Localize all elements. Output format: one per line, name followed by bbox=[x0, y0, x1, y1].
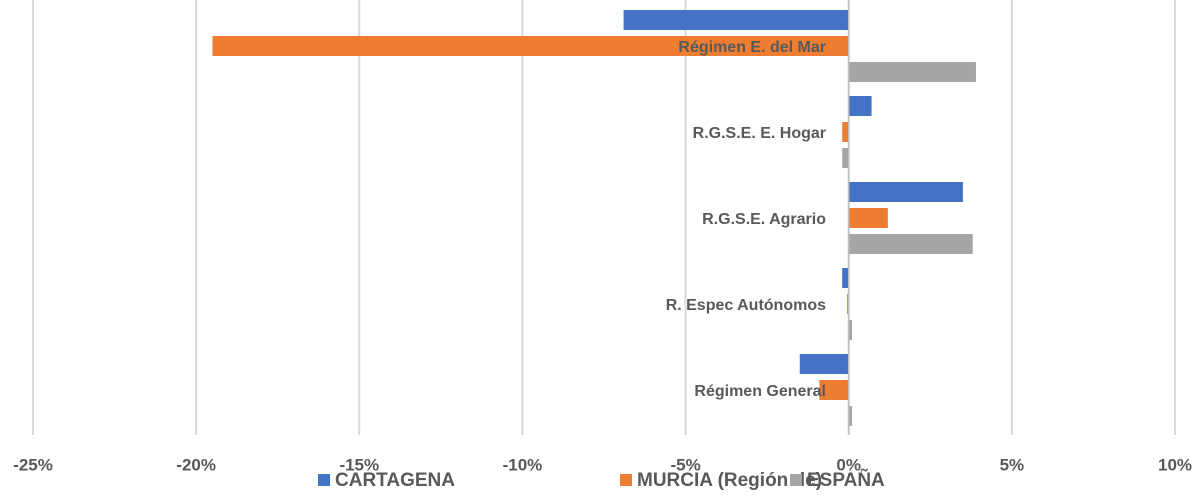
bar bbox=[848, 320, 852, 340]
x-tick-label: -25% bbox=[13, 455, 53, 474]
bar bbox=[847, 294, 849, 314]
legend-label: CARTAGENA bbox=[335, 470, 455, 491]
bar bbox=[819, 380, 849, 400]
bar bbox=[848, 406, 852, 426]
x-tick-label: 10% bbox=[1158, 455, 1192, 474]
bar bbox=[848, 62, 976, 82]
bar bbox=[848, 96, 872, 116]
x-tick-label: 0% bbox=[836, 455, 861, 474]
bar bbox=[842, 268, 849, 288]
bar bbox=[799, 354, 849, 374]
legend-swatch bbox=[790, 474, 802, 486]
bar bbox=[848, 182, 963, 202]
bar bbox=[848, 234, 973, 254]
x-tick-label: -15% bbox=[339, 455, 379, 474]
x-tick-label: -20% bbox=[176, 455, 216, 474]
bar bbox=[842, 148, 849, 168]
bar bbox=[212, 36, 849, 56]
legend-swatch bbox=[318, 474, 330, 486]
category-label: R. Espec Autónomos bbox=[666, 297, 826, 314]
legend-swatch bbox=[620, 474, 632, 486]
category-label: R.G.S.E. E. Hogar bbox=[693, 125, 826, 142]
x-tick-label: 5% bbox=[1000, 455, 1025, 474]
bar bbox=[848, 208, 888, 228]
bar bbox=[842, 122, 849, 142]
category-label: Régimen E. del Mar bbox=[678, 39, 826, 56]
x-tick-label: -10% bbox=[503, 455, 543, 474]
bar bbox=[623, 10, 849, 30]
category-label: R.G.S.E. Agrario bbox=[702, 211, 826, 228]
x-tick-label: -5% bbox=[670, 455, 700, 474]
category-label: Régimen General bbox=[694, 383, 826, 400]
legend-label: MURCIA (Región de) bbox=[637, 470, 822, 491]
legend-label: ESPAÑA bbox=[807, 469, 885, 491]
